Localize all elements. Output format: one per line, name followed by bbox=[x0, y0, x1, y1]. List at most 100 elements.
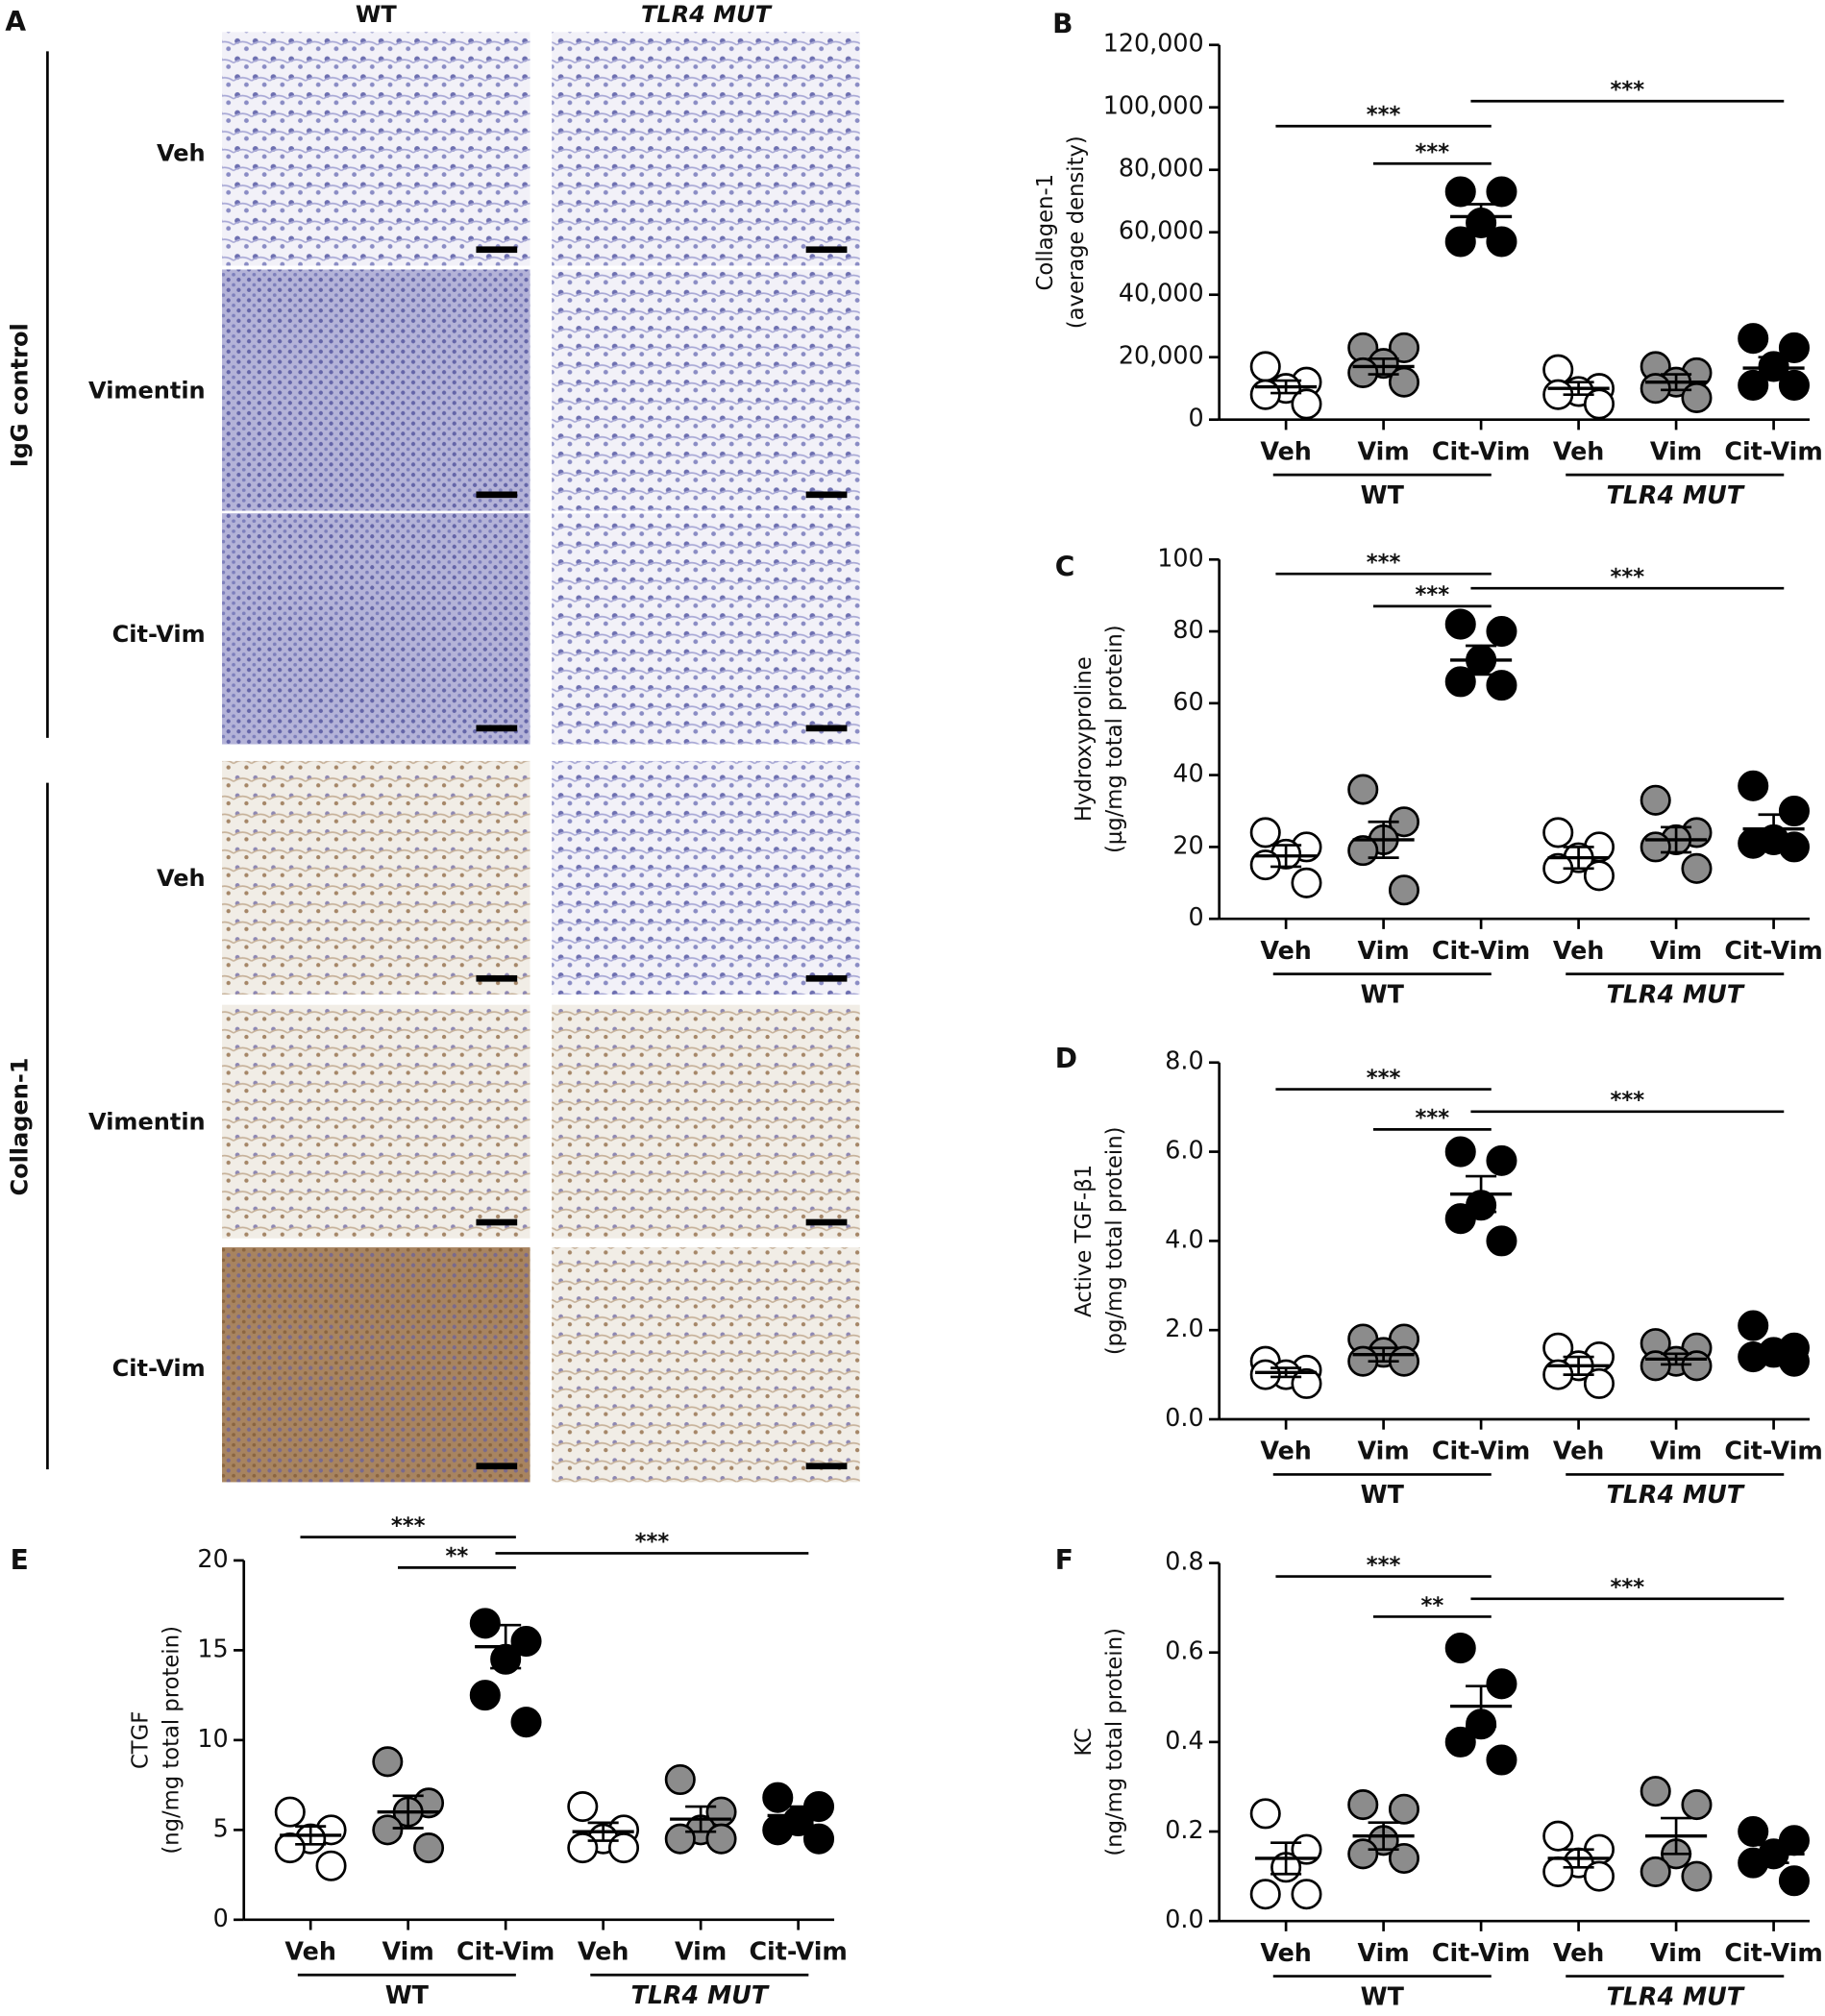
group-label: TLR4 MUT bbox=[1606, 1981, 1744, 2010]
data-point bbox=[1778, 1345, 1810, 1377]
scale-bar bbox=[476, 246, 518, 254]
error-bar bbox=[587, 1821, 619, 1842]
x-tick-label: Cit-Vim bbox=[1724, 936, 1822, 965]
data-point bbox=[1291, 388, 1322, 420]
x-tick-label: Veh bbox=[1260, 436, 1312, 465]
significance-label: *** bbox=[635, 1530, 670, 1555]
data-point bbox=[1738, 770, 1769, 801]
data-point bbox=[274, 1796, 306, 1828]
data-point bbox=[1778, 1865, 1810, 1897]
data-point bbox=[1486, 176, 1517, 208]
significance-label: *** bbox=[1416, 583, 1450, 608]
row-label: Veh bbox=[157, 139, 206, 166]
micrograph bbox=[552, 269, 860, 511]
data-point bbox=[1444, 226, 1476, 258]
significance-label: *** bbox=[1367, 103, 1401, 128]
micrograph bbox=[552, 32, 860, 266]
error-bar bbox=[1563, 846, 1594, 871]
micrograph bbox=[552, 513, 860, 745]
y-tick-label: 0.2 bbox=[1165, 1815, 1203, 1844]
error-bar bbox=[490, 1623, 522, 1670]
micrograph bbox=[222, 32, 530, 266]
data-point bbox=[1249, 1359, 1281, 1390]
x-tick-label: Vim bbox=[1357, 1437, 1409, 1465]
data-point bbox=[1542, 817, 1574, 848]
y-axis-label: KC bbox=[1072, 1728, 1097, 1756]
data-point bbox=[567, 1832, 599, 1864]
data-point bbox=[1640, 373, 1671, 405]
data-point bbox=[1778, 831, 1810, 863]
error-bar bbox=[1563, 381, 1594, 397]
error-bar bbox=[1368, 1821, 1399, 1851]
data-point bbox=[1388, 366, 1419, 398]
data-point bbox=[1486, 226, 1517, 258]
y-tick-label: 0 bbox=[1189, 404, 1204, 432]
group-label: TLR4 MUT bbox=[1606, 1480, 1744, 1509]
y-tick-label: 100 bbox=[1157, 543, 1203, 572]
error-bar bbox=[1563, 1355, 1594, 1376]
data-point bbox=[1291, 1879, 1322, 1910]
x-tick-label: Vim bbox=[1357, 936, 1409, 965]
x-tick-label: Veh bbox=[1553, 436, 1605, 465]
data-point bbox=[274, 1832, 306, 1864]
data-point bbox=[510, 1707, 542, 1738]
micrograph bbox=[552, 1004, 860, 1239]
y-axis-label: (µg/mg total protein) bbox=[1102, 625, 1127, 853]
panel-label: F bbox=[1055, 1544, 1073, 1576]
data-point bbox=[1347, 356, 1379, 388]
x-tick-label: Veh bbox=[1260, 936, 1312, 965]
x-tick-label: Cit-Vim bbox=[1432, 436, 1530, 465]
x-tick-label: Vim bbox=[1650, 936, 1702, 965]
panel-label: E bbox=[11, 1544, 29, 1576]
data-point bbox=[1347, 1789, 1379, 1821]
scale-bar bbox=[805, 974, 848, 982]
y-tick-label: 0.4 bbox=[1165, 1726, 1203, 1755]
y-tick-label: 60 bbox=[1172, 687, 1203, 716]
data-point bbox=[1249, 1879, 1281, 1910]
data-point bbox=[1444, 1633, 1476, 1664]
group-label: TLR4 MUT bbox=[1606, 979, 1744, 1008]
y-tick-label: 6.0 bbox=[1165, 1136, 1203, 1165]
group-label: WT bbox=[1361, 1480, 1405, 1509]
y-axis-label: (average density) bbox=[1064, 135, 1089, 329]
data-point bbox=[567, 1791, 599, 1823]
data-point bbox=[1542, 1820, 1574, 1852]
scale-bar bbox=[476, 1463, 518, 1470]
y-tick-label: 20,000 bbox=[1119, 341, 1204, 370]
data-point bbox=[1681, 381, 1713, 413]
data-point bbox=[762, 1814, 794, 1846]
data-point bbox=[1778, 332, 1810, 363]
error-bar bbox=[1563, 1848, 1594, 1869]
data-point bbox=[469, 1680, 501, 1711]
significance-label: *** bbox=[1611, 1089, 1645, 1114]
data-point bbox=[1738, 1815, 1769, 1848]
error-bar bbox=[1758, 1344, 1789, 1361]
data-point bbox=[664, 1763, 696, 1796]
significance-label: ** bbox=[446, 1544, 469, 1569]
data-point bbox=[1388, 874, 1419, 906]
data-point bbox=[1738, 369, 1769, 401]
y-tick-label: 0 bbox=[213, 1904, 229, 1932]
y-tick-label: 0.0 bbox=[1165, 1403, 1203, 1432]
micrograph bbox=[222, 1247, 530, 1483]
y-axis-label: (pg/mg total protein) bbox=[1102, 1127, 1127, 1356]
y-tick-label: 2.0 bbox=[1165, 1314, 1203, 1342]
y-tick-label: 0.0 bbox=[1165, 1905, 1203, 1933]
data-point bbox=[1681, 1350, 1713, 1382]
scale-bar bbox=[476, 725, 518, 732]
x-tick-label: Veh bbox=[1553, 936, 1605, 965]
data-point bbox=[1249, 379, 1281, 410]
y-tick-label: 100,000 bbox=[1103, 91, 1204, 120]
error-bar bbox=[1466, 203, 1497, 231]
data-point bbox=[1444, 608, 1476, 640]
x-tick-label: Veh bbox=[578, 1937, 629, 1966]
error-bar bbox=[1661, 1352, 1692, 1366]
data-point bbox=[1640, 831, 1671, 863]
significance-label: *** bbox=[1611, 1576, 1645, 1601]
data-point bbox=[1778, 795, 1810, 827]
data-point bbox=[1444, 1203, 1476, 1235]
data-point bbox=[1778, 369, 1810, 401]
y-tick-label: 80 bbox=[1172, 615, 1203, 644]
x-tick-label: Vim bbox=[1357, 1938, 1409, 1967]
data-point bbox=[1347, 774, 1379, 805]
